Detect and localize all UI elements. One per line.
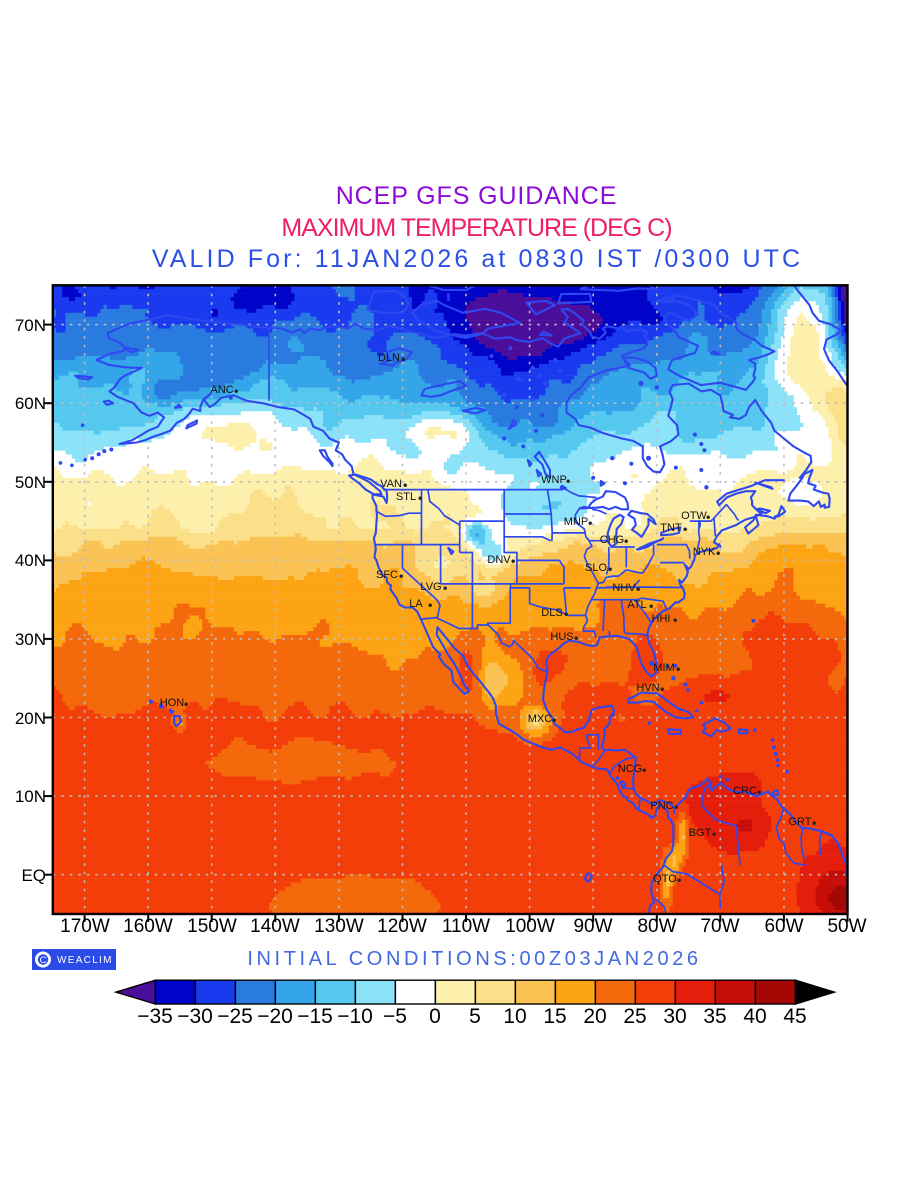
svg-text:C: C — [40, 955, 47, 966]
